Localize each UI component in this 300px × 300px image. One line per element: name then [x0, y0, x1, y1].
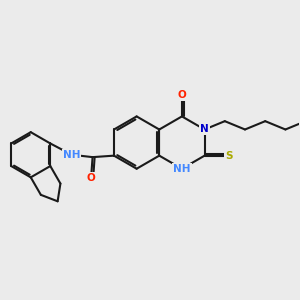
Text: O: O	[178, 90, 186, 100]
Text: S: S	[225, 151, 233, 160]
Text: NH: NH	[63, 150, 80, 160]
Text: NH: NH	[173, 164, 191, 174]
Text: O: O	[87, 173, 95, 183]
Text: N: N	[200, 124, 209, 134]
